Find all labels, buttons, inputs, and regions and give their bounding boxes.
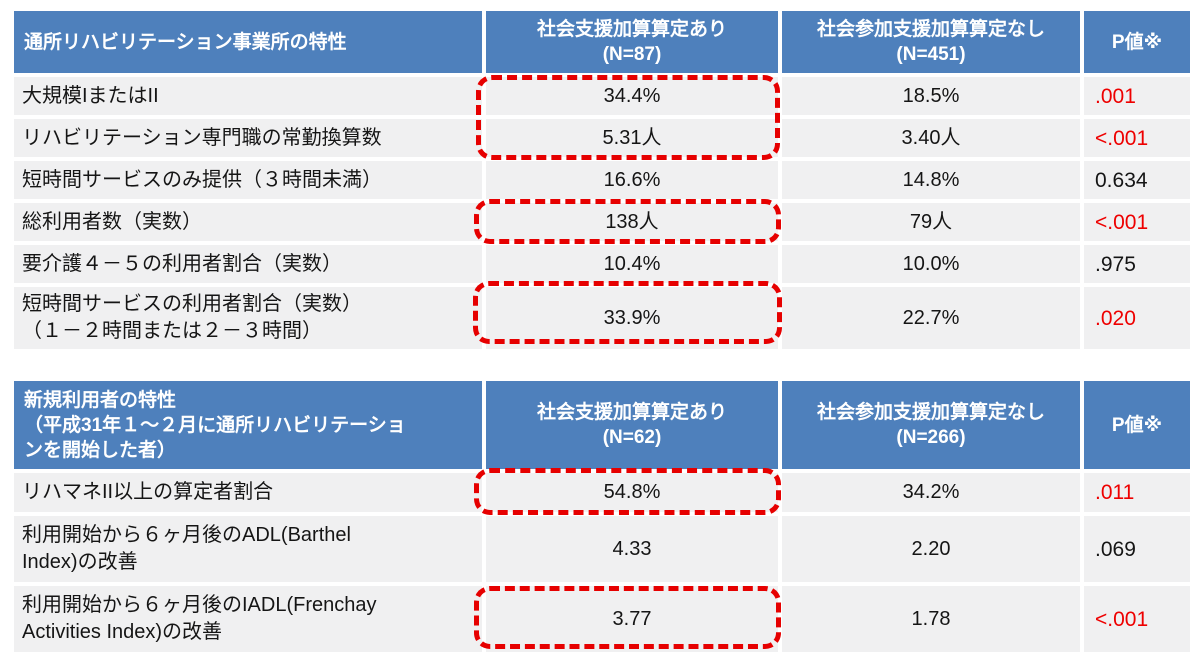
table1-row-label: 大規模IまたはII (14, 77, 482, 115)
new-user-characteristics-table: 新規利用者の特性 （平成31年１～２月に通所リハビリテーショ ンを開始した者） … (14, 381, 1190, 652)
table1-row-with-value: 10.4% (486, 245, 778, 283)
table1-row-with-value: 34.4% (486, 77, 778, 115)
table1-row-pvalue: .975 (1084, 245, 1190, 283)
table1-row-with-value: 16.6% (486, 161, 778, 199)
table1-row-pvalue: <.001 (1084, 119, 1190, 157)
table1-row-without-value: 10.0% (782, 245, 1080, 283)
table2-row-with-value: 54.8% (486, 473, 778, 512)
table2-row-with-value: 3.77 (486, 586, 778, 652)
facility-characteristics-table: 通所リハビリテーション事業所の特性 社会支援加算算定あり (N=87) 社会参加… (14, 11, 1190, 349)
table2-row-pvalue: .011 (1084, 473, 1190, 512)
table1-row-with-value: 5.31人 (486, 119, 778, 157)
table2-row-without-value: 1.78 (782, 586, 1080, 652)
table2-col-header-without-addition: 社会参加支援加算算定なし (N=266) (782, 381, 1080, 469)
table1-row-label: 短時間サービスの利用者割合（実数） （１－２時間または２－３時間） (14, 287, 482, 349)
table2-row-without-value: 2.20 (782, 516, 1080, 582)
table2-corner-header: 新規利用者の特性 （平成31年１～２月に通所リハビリテーショ ンを開始した者） (14, 381, 482, 469)
table2-row-label: 利用開始から６ヶ月後のADL(Barthel Index)の改善 (14, 516, 482, 582)
table2-row-without-value: 34.2% (782, 473, 1080, 512)
table1-row-without-value: 79人 (782, 203, 1080, 241)
table2-row-label: リハマネII以上の算定者割合 (14, 473, 482, 512)
table1-row-with-value: 138人 (486, 203, 778, 241)
table2-row-pvalue: .069 (1084, 516, 1190, 582)
table1-col-header-without-addition: 社会参加支援加算算定なし (N=451) (782, 11, 1080, 73)
table1-corner-header: 通所リハビリテーション事業所の特性 (14, 11, 482, 73)
table1-row-without-value: 22.7% (782, 287, 1080, 349)
table2-col-header-with-addition: 社会支援加算算定あり (N=62) (486, 381, 778, 469)
table1-row-label: 短時間サービスのみ提供（３時間未満） (14, 161, 482, 199)
table2-row-with-value: 4.33 (486, 516, 778, 582)
table2-row-pvalue: <.001 (1084, 586, 1190, 652)
table1-row-pvalue: .020 (1084, 287, 1190, 349)
table1-col-header-pvalue: P値※ (1084, 11, 1190, 73)
table1-row-without-value: 14.8% (782, 161, 1080, 199)
table1-row-label: 総利用者数（実数） (14, 203, 482, 241)
table2-row-label: 利用開始から６ヶ月後のIADL(Frenchay Activities Inde… (14, 586, 482, 652)
table1-col-header-with-addition: 社会支援加算算定あり (N=87) (486, 11, 778, 73)
table1-row-without-value: 18.5% (782, 77, 1080, 115)
table1-row-label: リハビリテーション専門職の常勤換算数 (14, 119, 482, 157)
table1-row-label: 要介護４－５の利用者割合（実数） (14, 245, 482, 283)
table1-row-pvalue: .001 (1084, 77, 1190, 115)
table1-row-pvalue: 0.634 (1084, 161, 1190, 199)
table1-row-with-value: 33.9% (486, 287, 778, 349)
table1-row-without-value: 3.40人 (782, 119, 1080, 157)
table1-row-pvalue: <.001 (1084, 203, 1190, 241)
table2-col-header-pvalue: P値※ (1084, 381, 1190, 469)
